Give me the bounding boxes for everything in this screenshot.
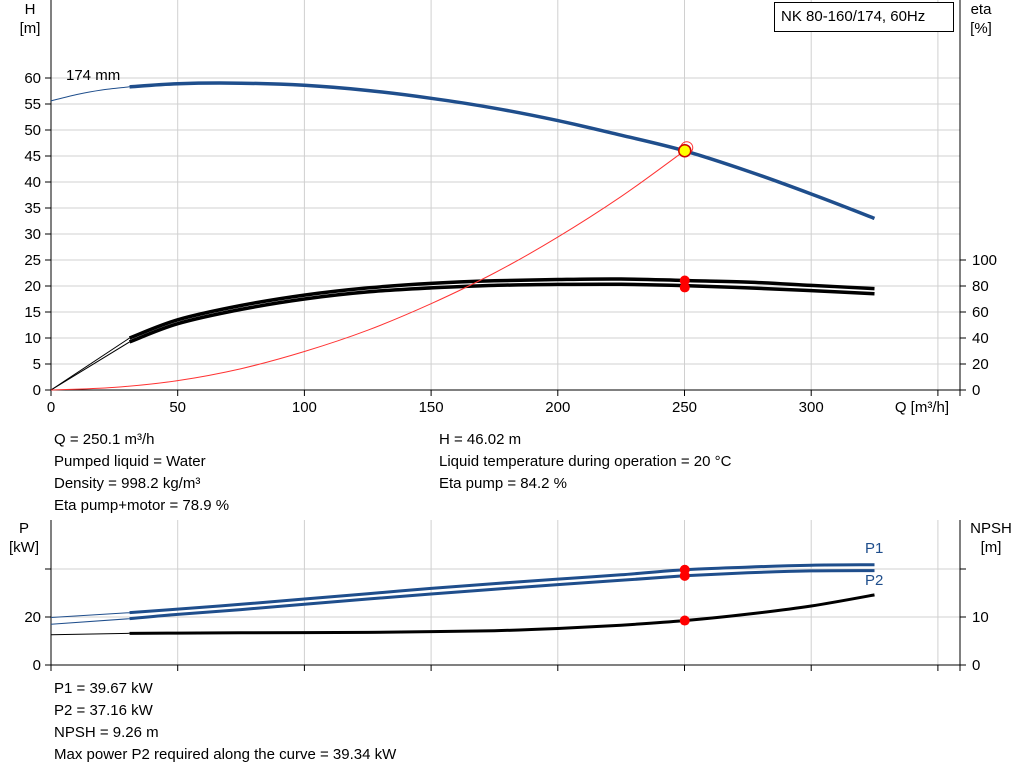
npsh-tick-label: 0 bbox=[972, 657, 980, 674]
info-p1: P1 = 39.67 kW bbox=[54, 680, 153, 697]
npsh-axis-title-line-1: [m] bbox=[981, 539, 1002, 556]
y2-tick-label: 20 bbox=[972, 356, 989, 373]
y-tick-label: 10 bbox=[24, 330, 41, 347]
npsh-curve-extrapolated bbox=[50, 632, 130, 636]
y2-tick-label: 0 bbox=[972, 382, 980, 399]
x-tick-label: 100 bbox=[292, 399, 317, 416]
info-head: H = 46.02 m bbox=[439, 431, 522, 448]
eta-operating-point bbox=[679, 282, 690, 293]
p-tick-label: 0 bbox=[33, 657, 41, 674]
p1-curve bbox=[129, 563, 875, 615]
x-tick-label: 150 bbox=[419, 399, 444, 416]
npsh-tick-label: 10 bbox=[972, 609, 989, 626]
duty-point-marker bbox=[678, 143, 692, 158]
x-tick-label: 0 bbox=[47, 399, 55, 416]
x-axis-title: Q [m³/h] bbox=[895, 399, 949, 416]
x-tick-label: 50 bbox=[169, 399, 186, 416]
info-max-power: Max power P2 required along the curve = … bbox=[54, 746, 397, 763]
y-tick-label: 0 bbox=[33, 382, 41, 399]
y-tick-label: 40 bbox=[24, 174, 41, 191]
y-tick-label: 45 bbox=[24, 148, 41, 165]
p2-series-label: P2 bbox=[865, 572, 883, 589]
info-bottom: P1 = 39.67 kW P2 = 37.16 kW NPSH = 9.26 … bbox=[54, 678, 396, 766]
p2-curve-extrapolated bbox=[50, 618, 130, 625]
eta-pump-curve bbox=[128, 277, 875, 340]
info-flow: Q = 250.1 m³/h bbox=[54, 431, 155, 448]
eta-pump-curve-extrapolated bbox=[50, 337, 130, 391]
p1-curve-extrapolated bbox=[50, 612, 130, 618]
info-p2: P2 = 37.16 kW bbox=[54, 702, 153, 719]
p-tick-label: 20 bbox=[24, 609, 41, 626]
y2-tick-label: 40 bbox=[972, 330, 989, 347]
y-tick-label: 15 bbox=[24, 304, 41, 321]
info-liquid: Pumped liquid = Water bbox=[54, 453, 206, 470]
y-tick-label: 35 bbox=[24, 200, 41, 217]
info-npsh: NPSH = 9.26 m bbox=[54, 724, 159, 741]
p2-curve bbox=[129, 569, 875, 621]
y2-tick-label: 100 bbox=[972, 252, 997, 269]
power-operating-point bbox=[679, 615, 690, 626]
y-tick-label: 25 bbox=[24, 252, 41, 269]
eta-operating-point bbox=[679, 275, 690, 286]
info-top-left: Q = 250.1 m³/h Pumped liquid = Water Den… bbox=[54, 429, 229, 517]
y-tick-label: 55 bbox=[24, 96, 41, 113]
y-axis-title-line-0: H bbox=[25, 1, 36, 18]
y-axis-title-line-1: [m] bbox=[20, 20, 41, 37]
info-top-right: H = 46.02 m Liquid temperature during op… bbox=[439, 429, 731, 495]
info-density: Density = 998.2 kg/m³ bbox=[54, 475, 201, 492]
eta-pump-motor-curve-extrapolated bbox=[50, 341, 130, 391]
y2-axis-title-line-0: eta bbox=[971, 1, 993, 18]
y-tick-label: 20 bbox=[24, 278, 41, 295]
info-eta-pump: Eta pump = 84.2 % bbox=[439, 475, 567, 492]
head-curve-extrapolated bbox=[50, 86, 130, 102]
y2-axis-title-line-1: [%] bbox=[970, 20, 992, 37]
eta-pump-motor-curve bbox=[128, 282, 875, 344]
x-tick-label: 300 bbox=[799, 399, 824, 416]
p-axis-title-line-1: [kW] bbox=[9, 539, 39, 556]
y-tick-label: 60 bbox=[24, 70, 41, 87]
npsh-curve bbox=[129, 593, 875, 635]
info-eta-pump-motor: Eta pump+motor = 78.9 % bbox=[54, 497, 230, 514]
y-tick-label: 30 bbox=[24, 226, 41, 243]
info-temperature: Liquid temperature during operation = 20… bbox=[439, 453, 732, 470]
npsh-axis-title-line-0: NPSH bbox=[970, 520, 1012, 537]
p-axis-title-line-0: P bbox=[19, 520, 29, 537]
curve-title: NK 80-160/174, 60Hz bbox=[774, 2, 954, 32]
y2-tick-label: 60 bbox=[972, 304, 989, 321]
y-tick-label: 5 bbox=[33, 356, 41, 373]
system-curve bbox=[50, 150, 685, 391]
y2-tick-label: 80 bbox=[972, 278, 989, 295]
head-curve-174mm bbox=[129, 81, 876, 221]
power-operating-point bbox=[679, 570, 690, 581]
x-tick-label: 200 bbox=[545, 399, 570, 416]
impeller-label: 174 mm bbox=[66, 67, 120, 84]
p1-series-label: P1 bbox=[865, 540, 883, 557]
x-tick-label: 250 bbox=[672, 399, 697, 416]
y-tick-label: 50 bbox=[24, 122, 41, 139]
